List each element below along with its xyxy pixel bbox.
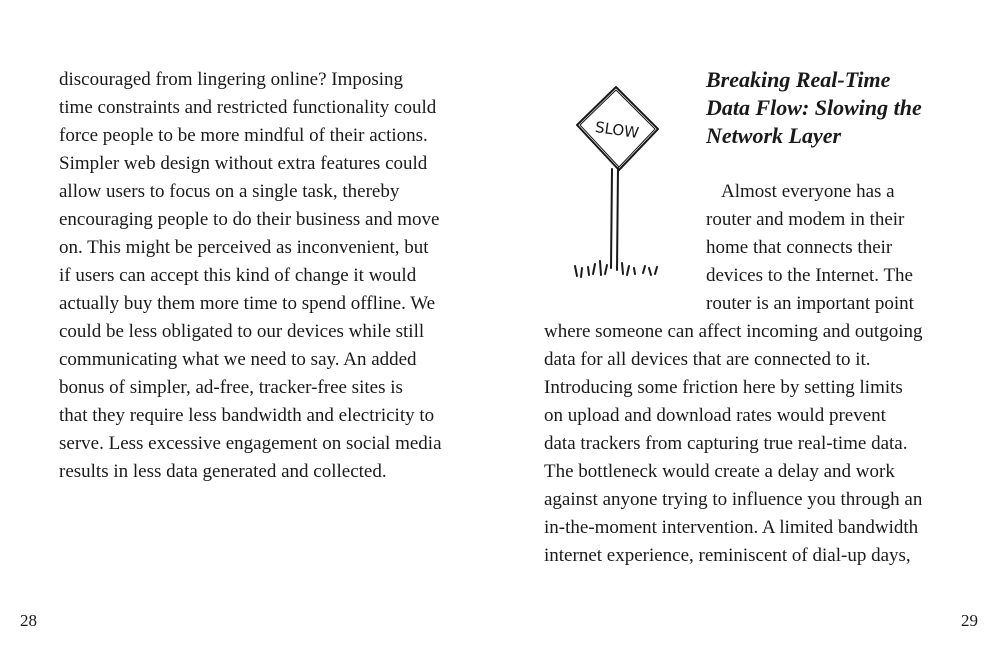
right-body-line: where someone can affect incoming and ou… (544, 321, 923, 342)
left-body-line: results in less data generated and colle… (59, 461, 387, 482)
left-body-line: discouraged from lingering online? Impos… (59, 69, 404, 90)
right-body-line: internet experience, reminiscent of dial… (544, 545, 911, 566)
right-body-line: router and modem in their (706, 209, 905, 230)
left-body-line: could be less obligated to our devices w… (59, 321, 425, 342)
left-body-line: communicating what we need to say. An ad… (59, 349, 417, 370)
left-body-line: time constraints and restricted function… (59, 97, 437, 118)
right-body-line: devices to the Internet. The (706, 265, 913, 286)
right-body-line: on upload and download rates would preve… (544, 405, 886, 426)
slow-sign-label: SLOW (594, 118, 640, 142)
left-body-line: bonus of simpler, ad-free, tracker-free … (59, 377, 403, 398)
left-body-line: encouraging people to do their business … (59, 209, 440, 230)
right-body-line: in-the-moment intervention. A limited ba… (544, 517, 919, 538)
page-number-left: 28 (20, 611, 37, 630)
section-heading-line: Breaking Real-Time (706, 67, 891, 92)
left-body-line: force people to be more mindful of their… (59, 125, 428, 146)
section-heading-line: Data Flow: Slowing the (706, 95, 922, 120)
right-body-line: router is an important point (706, 293, 914, 314)
slow-sign-icon: SLOW (574, 86, 659, 278)
left-body-line: on. This might be perceived as inconveni… (59, 237, 429, 258)
right-body-line: The bottleneck would create a delay and … (544, 461, 895, 482)
right-body-line: home that connects their (706, 237, 893, 258)
right-body-line: Almost everyone has a (721, 181, 895, 202)
left-body-line: actually buy them more time to spend off… (59, 293, 436, 314)
left-body-line: allow users to focus on a single task, t… (59, 181, 400, 202)
page-number-right: 29 (961, 611, 978, 630)
right-body-line: Introducing some friction here by settin… (544, 377, 903, 398)
left-body-line: Simpler web design without extra feature… (59, 153, 428, 174)
left-body-line: if users can accept this kind of change … (59, 265, 417, 286)
section-heading-line: Network Layer (706, 123, 842, 148)
left-body-line: that they require less bandwidth and ele… (59, 405, 435, 426)
right-body-line: data trackers from capturing true real-t… (544, 433, 908, 454)
right-body-line: against anyone trying to influence you t… (544, 489, 923, 510)
right-body-line: data for all devices that are connected … (544, 349, 871, 370)
left-body-line: serve. Less excessive engagement on soci… (59, 433, 442, 454)
